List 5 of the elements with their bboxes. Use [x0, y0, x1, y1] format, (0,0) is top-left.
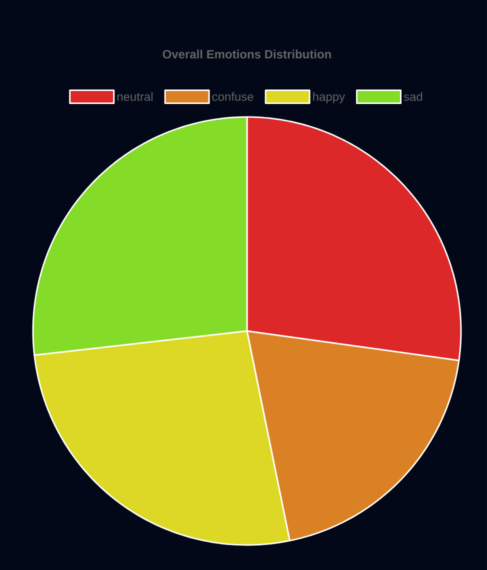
legend-label: confuse: [212, 92, 254, 101]
legend-label: happy: [313, 92, 345, 104]
chart-title: Overall Emotions Distribution: [162, 50, 331, 58]
legend-label: sad: [404, 92, 422, 101]
legend-label: neutral: [117, 92, 152, 101]
